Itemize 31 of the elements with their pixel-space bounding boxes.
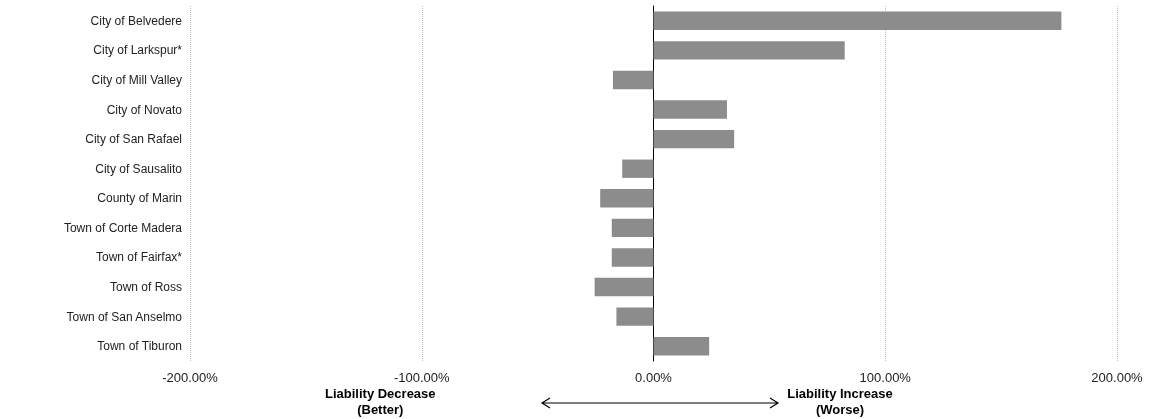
y-tick-label: City of Novato (106, 102, 183, 117)
y-tick-label: City of Belvedere (90, 13, 183, 28)
x-tick-label: 100.00% (859, 370, 912, 385)
bar (653, 337, 710, 356)
bar (653, 11, 1062, 30)
bar (612, 70, 654, 90)
x-tick-label: -100.00% (393, 370, 451, 385)
y-tick-label: County of Marin (97, 191, 182, 206)
text: Liability Increase (Worse) (787, 385, 893, 417)
y-tick-label: Town of Ross (109, 280, 182, 295)
y-tick-label: City of Mill Valley (91, 72, 182, 87)
y-tick-label: Town of Corte Madera (63, 220, 183, 235)
x-tick-label: -200.00% (162, 370, 219, 385)
bar (611, 248, 654, 267)
x-tick-label: 200.00% (1091, 370, 1144, 385)
bar (600, 189, 654, 208)
bar (653, 129, 735, 149)
bar (616, 307, 654, 326)
x-tick-label: 0.00% (635, 370, 673, 385)
y-tick-label: City of San Rafael (85, 132, 182, 147)
bar (594, 277, 654, 297)
y-tick-label: City of Sausalito (95, 161, 183, 176)
bar (622, 159, 654, 178)
y-tick-label: Town of San Anselmo (66, 309, 183, 324)
text: Liability Decrease (Better) (325, 385, 436, 417)
y-tick-label: Town of Fairfax* (95, 250, 183, 265)
bar (653, 100, 727, 119)
bar (611, 218, 654, 238)
y-tick-label: Town of Tiburon (97, 339, 182, 354)
y-tick-label: City of Larkspur* (93, 43, 183, 58)
bar (653, 41, 845, 60)
